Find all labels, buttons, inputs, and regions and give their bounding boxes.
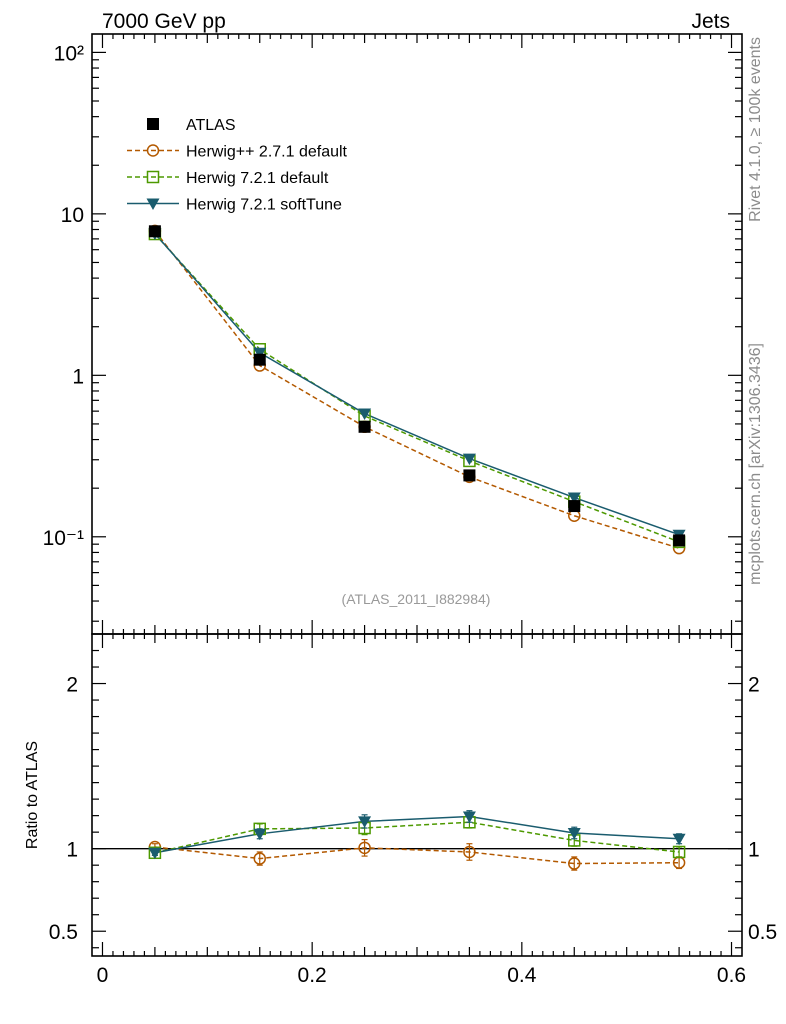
- ratio-y-tick-label: 1: [66, 839, 78, 862]
- analysis-reference: (ATLAS_2011_I882984): [342, 591, 491, 607]
- ratio-point-herwig-2-7-1-default: [358, 841, 371, 855]
- ratio-plot-frame: [91, 633, 743, 957]
- y-tick-label: 10⁻¹: [43, 527, 84, 550]
- point-herwig-7-2-1-softtune: [253, 347, 267, 360]
- x-tick-label: 0.2: [298, 964, 327, 987]
- point-herwig-7-2-1-softtune: [462, 453, 476, 466]
- y-tick-label: 10²: [54, 42, 84, 65]
- ratio-axis-label: Ratio to ATLAS: [24, 741, 41, 849]
- legend-label-atlas: ATLAS: [186, 117, 236, 134]
- rivet-version-label: Rivet 4.1.0, ≥ 100k events: [747, 37, 764, 222]
- point-atlas: [463, 469, 476, 482]
- point-atlas: [253, 353, 266, 366]
- mcplots-source-label: mcplots.cern.ch [arXiv:1306.3436]: [747, 343, 764, 585]
- point-atlas: [148, 225, 161, 238]
- ratio-point-herwig-7-2-1-softtune: [462, 811, 476, 823]
- point-atlas: [568, 500, 581, 513]
- ratio-point-herwig-7-2-1-softtune: [358, 816, 372, 828]
- legend-label-herwig-7-2-1-softtune: Herwig 7.2.1 softTune: [186, 197, 342, 214]
- legend-label-herwig-2-7-1-default: Herwig++ 2.7.1 default: [186, 144, 348, 161]
- legend-marker-herwig-2-7-1-default: [146, 144, 160, 157]
- ratio-line-herwig-7-2-1-softtune: [154, 815, 680, 854]
- ratio-y-tick-label: 0.5: [49, 921, 78, 944]
- series-line-herwig-7-2-1-default: [154, 233, 680, 543]
- ratio-y-tick-label-right: 1: [748, 839, 760, 862]
- series-line-herwig-7-2-1-softtune: [154, 233, 680, 536]
- x-tick-label: 0.6: [717, 964, 746, 987]
- ratio-point-herwig-2-7-1-default: [253, 852, 266, 865]
- legend-label-herwig-7-2-1-default: Herwig 7.2.1 default: [186, 170, 329, 187]
- main-panel: 10⁻¹ 1 10 10²: [43, 33, 743, 635]
- process-label: 7000 GeV pp: [102, 10, 226, 33]
- ratio-point-herwig-7-2-1-softtune: [672, 833, 686, 846]
- ratio-point-herwig-7-2-1-default: [672, 845, 686, 859]
- point-atlas: [673, 534, 686, 547]
- series-line-herwig-2-7-1-default: [154, 230, 680, 549]
- ratio-line-herwig-7-2-1-default: [154, 821, 680, 854]
- ratio-point-herwig-7-2-1-softtune: [148, 847, 162, 860]
- y-tick-label: 10: [61, 204, 84, 227]
- point-herwig-7-2-1-softtune: [567, 492, 581, 505]
- legend: ATLAS Herwig++ 2.7.1 default Herwig 7.2.1 …: [127, 117, 348, 214]
- x-tick-label: 0.4: [507, 964, 537, 987]
- legend-marker-atlas: [147, 118, 159, 130]
- y-tick-label: 1: [72, 365, 84, 388]
- ratio-panel: 0 0.2 0.4 0.60.5 0.51 12 2: [49, 633, 777, 987]
- ratio-point-herwig-2-7-1-default: [463, 845, 476, 859]
- legend-marker-herwig-7-2-1-default: [146, 170, 160, 184]
- ratio-point-herwig-7-2-1-softtune: [253, 828, 267, 841]
- x-tick-label: 0: [97, 964, 109, 987]
- ratio-point-herwig-2-7-1-default: [568, 857, 581, 870]
- point-herwig-7-2-1-softtune: [358, 408, 372, 421]
- ratio-point-herwig-7-2-1-softtune: [567, 827, 581, 840]
- ratio-y-tick-label: 2: [66, 674, 78, 697]
- point-atlas: [358, 420, 371, 433]
- observable-label: Jets: [691, 10, 730, 33]
- ratio-y-tick-label-right: 2: [748, 674, 760, 697]
- ratio-line-herwig-2-7-1-default: [154, 846, 680, 865]
- ratio-y-tick-label-right: 0.5: [748, 921, 777, 944]
- legend-marker-herwig-7-2-1-softtune: [146, 198, 160, 210]
